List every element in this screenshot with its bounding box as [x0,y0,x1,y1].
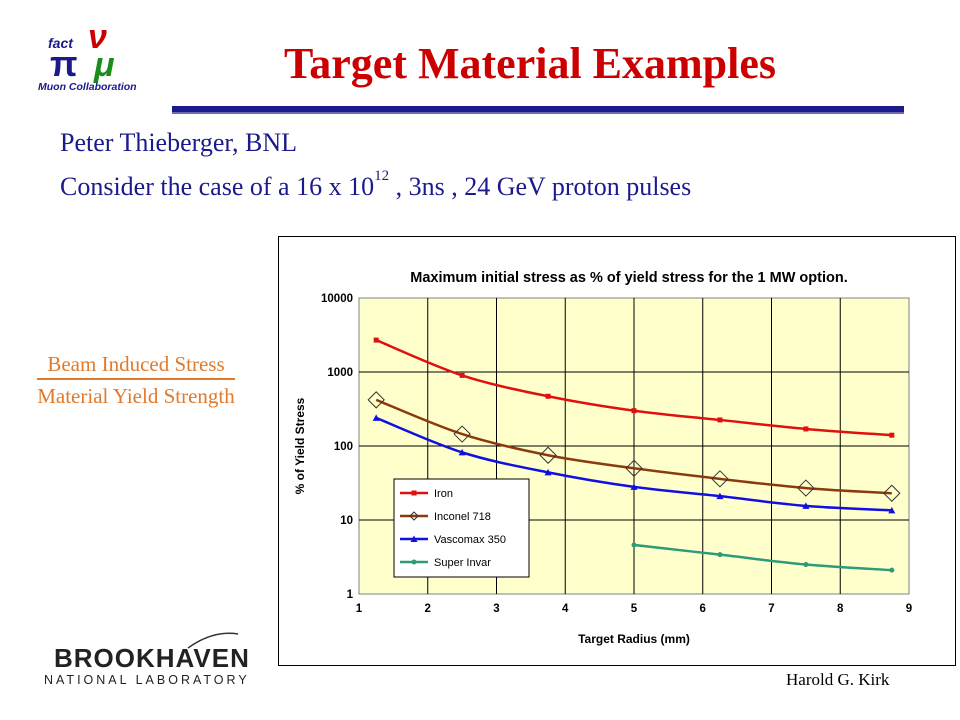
data-point-1 [711,470,729,488]
y-tick-label: 10 [340,515,353,527]
data-point-2 [458,448,466,456]
y-tick-label: 10000 [321,293,353,305]
y-tick-label: 1 [347,589,354,601]
logo-fact-text: fact [48,35,74,51]
data-point-1 [539,446,557,464]
data-point-3 [803,562,809,568]
title-divider [172,106,904,114]
legend-label: Inconel 718 [434,511,491,523]
x-tick-label: 9 [906,603,912,615]
x-axis-title: Target Radius (mm) [578,632,690,646]
legend-box [393,478,530,578]
x-tick-label: 5 [631,603,638,615]
bnl-name: BROOKHAVEN [54,643,250,673]
x-tick-label: 1 [356,603,363,615]
data-point-0 [803,426,809,432]
data-point-0 [631,408,637,414]
y-tick-label: 100 [334,441,353,453]
y-tick-label: 1000 [327,367,353,379]
stress-chart: Maximum initial stress as % of yield str… [293,270,912,646]
bnl-swoosh-icon [187,632,239,649]
author-line: Peter Thieberger, BNL [60,128,297,157]
data-point-0 [717,417,723,423]
muon-collaboration-logo: fact ν π μ Muon Collaboration [38,18,137,93]
data-point-3 [889,567,895,573]
legend-marker [411,490,417,496]
data-point-1 [367,391,385,409]
logo-mu-glyph: μ [93,46,115,84]
data-point-2 [372,414,380,421]
x-tick-label: 4 [562,603,569,615]
consider-suffix: , 3ns , 24 GeV proton pulses [389,172,692,201]
data-point-1 [883,484,901,502]
data-point-3 [631,542,637,548]
chart-legend: Iron Inconel 718 Vascomax 350 Super Invar [393,478,530,578]
x-tick-label: 2 [425,603,431,615]
data-point-2 [630,483,638,490]
x-tick-label: 8 [837,603,844,615]
data-point-2 [888,506,896,514]
legend-marker [409,511,419,521]
slide-title: Target Material Examples [283,39,777,88]
x-tick-label: 7 [768,603,774,615]
ratio-numerator: Beam Induced Stress [37,352,235,380]
consider-exponent: 12 [374,168,390,184]
consider-prefix: Consider the case of a 16 x 10 [60,172,375,201]
logo-nu-glyph: ν [88,18,107,56]
stress-ratio: Beam Induced Stress Material Yield Stren… [8,352,264,409]
legend-marker [410,535,418,542]
legend-marker [411,559,417,565]
series-line-3 [633,543,892,572]
data-point-1 [453,425,471,443]
data-point-0 [373,337,379,343]
data-point-1 [625,459,643,477]
chart-frame: Maximum initial stress as % of yield str… [278,236,956,666]
logo-collab-text: Muon Collaboration [38,81,137,93]
legend-label: Vascomax 350 [434,534,506,546]
legend-label: Iron [434,488,453,500]
data-point-2 [802,502,810,509]
data-point-0 [545,393,551,399]
chart-title: Maximum initial stress as % of yield str… [410,270,848,286]
data-point-0 [459,372,465,378]
x-tick-label: 6 [700,603,706,615]
footer-author: Harold G. Kirk [786,670,890,689]
consider-line: Consider the case of a 16 x 1012 , 3ns ,… [60,168,692,202]
brookhaven-logo: BROOKHAVEN NATIONAL LABORATORY [44,632,250,687]
x-tick-label: 3 [493,603,499,615]
bnl-subtitle: NATIONAL LABORATORY [44,673,250,687]
logo-pi-glyph: π [50,43,78,84]
series-line-1 [375,398,892,495]
y-axis-title: % of Yield Stress [293,397,307,494]
data-point-1 [797,479,815,497]
data-point-3 [717,552,723,558]
data-point-2 [544,468,552,476]
data-point-0 [889,432,895,438]
legend-label: Super Invar [434,557,491,569]
data-point-2 [716,492,724,500]
ratio-denominator: Material Yield Strength [37,384,235,408]
